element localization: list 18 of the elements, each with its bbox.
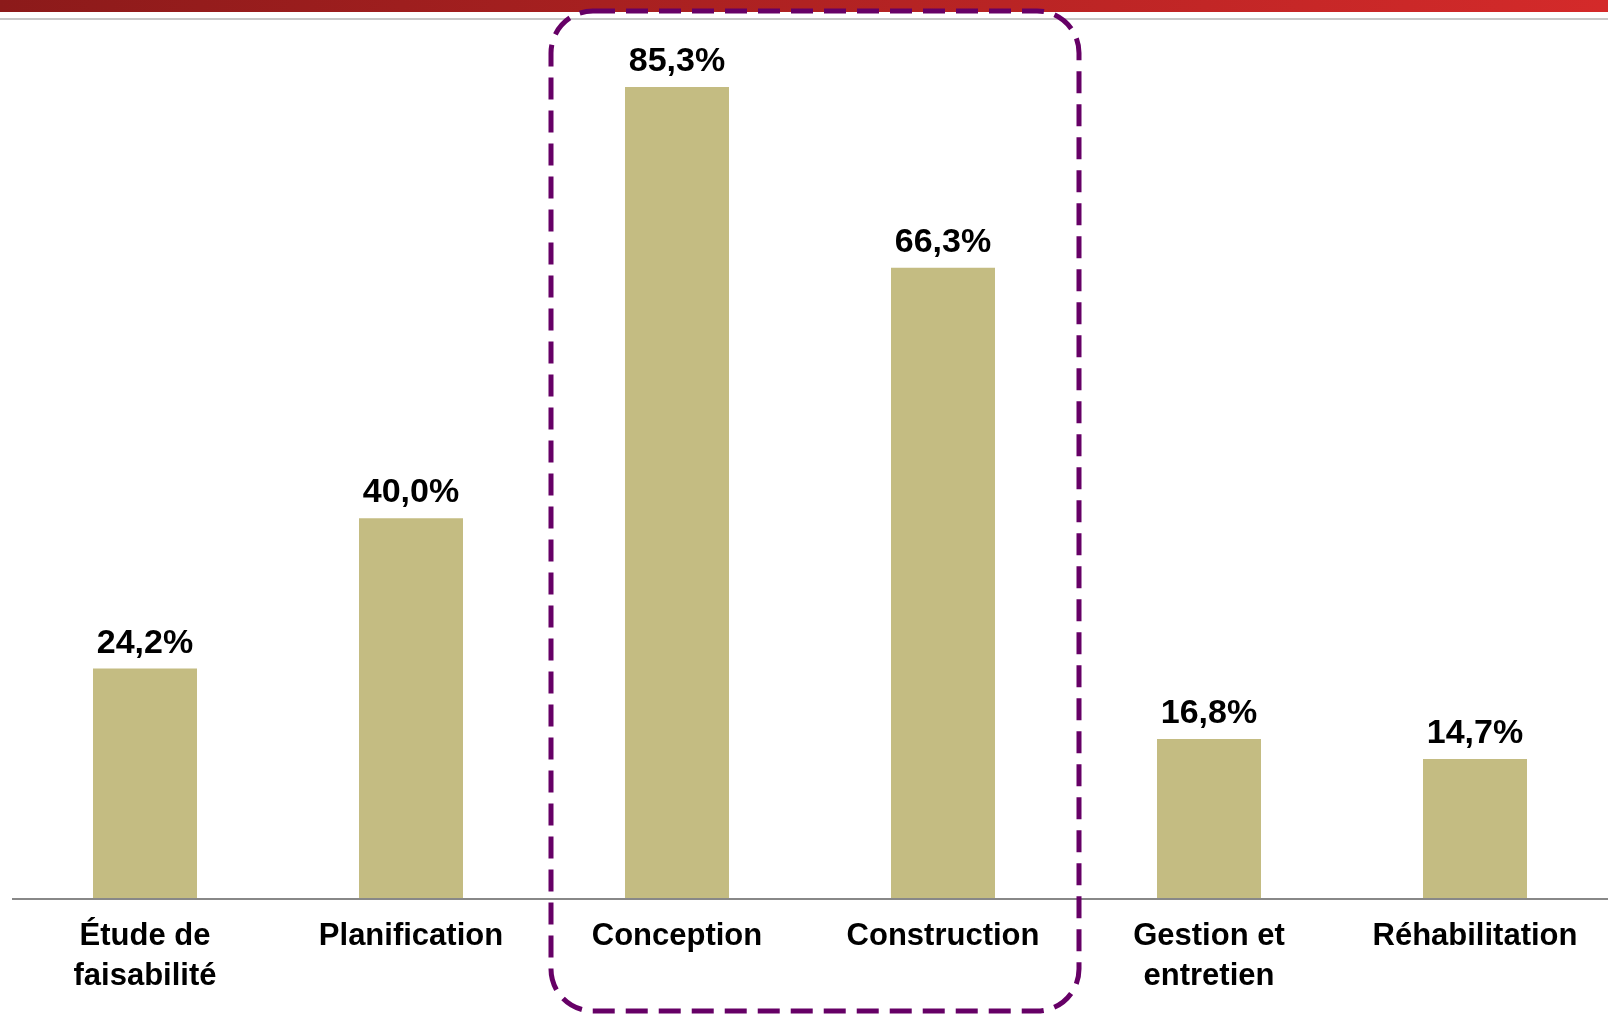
bar <box>93 668 197 899</box>
data-label: 85,3% <box>628 39 726 78</box>
x-tick-label: Construction <box>846 917 1040 952</box>
bar <box>625 86 729 899</box>
bar <box>359 518 463 899</box>
data-label: 16,8% <box>1160 692 1258 731</box>
bar <box>1157 739 1261 899</box>
bar <box>891 267 995 899</box>
bar <box>1423 759 1527 899</box>
data-label: 40,0% <box>362 471 460 510</box>
x-tick-label: Planification <box>318 917 504 952</box>
data-label: 24,2% <box>96 621 194 660</box>
data-label: 66,3% <box>894 220 992 259</box>
x-tick-label: Étude de faisabilité <box>73 917 217 992</box>
x-tick-label: Gestion et entretien <box>1133 917 1285 992</box>
x-tick-label: Conception <box>591 917 763 952</box>
x-tick-label: Réhabilitation <box>1372 917 1578 952</box>
data-label: 14,7% <box>1426 712 1524 751</box>
